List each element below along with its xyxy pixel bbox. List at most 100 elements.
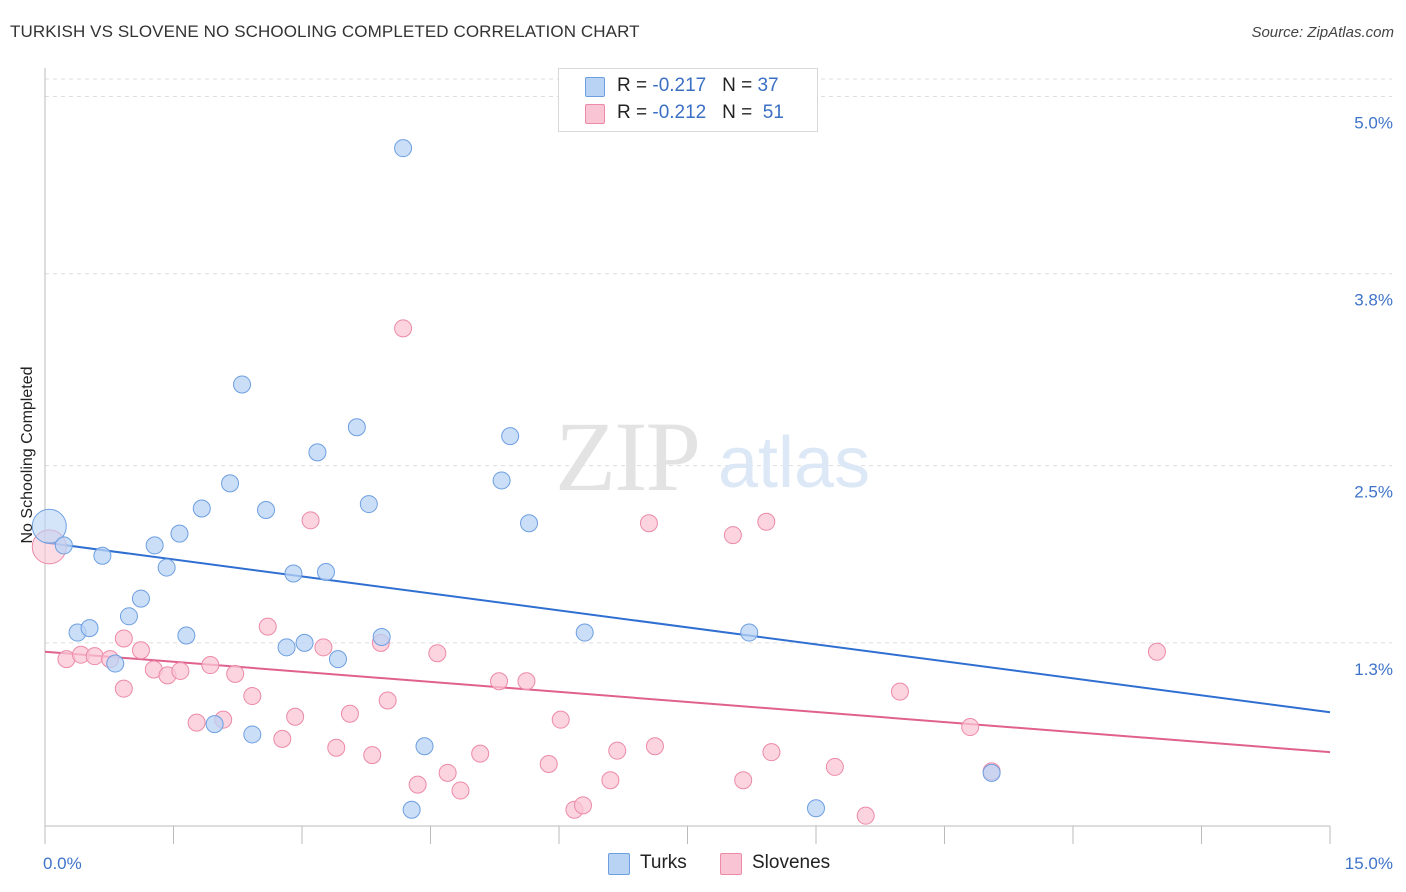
turks-point (982, 763, 1001, 782)
slovenes-point (273, 729, 292, 748)
turks-point (131, 589, 150, 608)
slovenes-point (451, 781, 470, 800)
slovenes-point (286, 707, 305, 726)
slovenes-point (856, 806, 875, 825)
turks-point (205, 715, 224, 734)
turks-legend-swatch (608, 853, 630, 875)
y-tick-label: 1.3% (1354, 660, 1393, 679)
slovenes-point (327, 738, 346, 757)
turks-point (119, 607, 138, 626)
slovenes-point (762, 743, 781, 762)
source-label: Source: ZipAtlas.com (1251, 24, 1394, 41)
turks-point (492, 471, 511, 490)
turks-point (807, 799, 825, 818)
turks-point (328, 650, 347, 669)
turks-point (233, 375, 252, 394)
slovenes-point (639, 514, 658, 533)
turks-point (402, 800, 421, 819)
grid-lines (45, 78, 1392, 644)
y-tick-label: 2.5% (1354, 483, 1393, 502)
turks-point (501, 427, 520, 446)
turks-point (277, 638, 296, 657)
x-tick-label: 0.0% (43, 854, 82, 873)
slovenes-point (85, 647, 104, 666)
turks-point (221, 474, 240, 493)
turks-point (54, 536, 73, 555)
slovenes-point (961, 718, 980, 737)
slovenes-point (539, 754, 558, 773)
chart-title: TURKISH VS SLOVENE NO SCHOOLING COMPLETE… (10, 22, 640, 41)
turks-point (295, 633, 314, 652)
slovenes-point (608, 741, 627, 760)
turks-point (740, 623, 759, 642)
turks-point (308, 443, 327, 462)
turks-point (157, 558, 176, 577)
slovenes-point (131, 641, 150, 660)
turks-trend-line (44, 541, 1331, 714)
turks-point (80, 619, 99, 638)
turks-point (106, 654, 125, 673)
slovenes-point (825, 757, 844, 776)
slovenes-point (301, 511, 320, 530)
x-tick-label: 15.0% (1345, 854, 1393, 873)
slovenes-point (438, 763, 457, 782)
watermark-zip: ZIP (555, 401, 699, 512)
turks-point (93, 546, 112, 565)
watermark-atlas: atlas (718, 423, 870, 503)
slovenes-point (378, 691, 397, 710)
y-tick-label: 3.8% (1354, 291, 1393, 310)
turks-point (170, 524, 189, 543)
slovenes-point (114, 679, 133, 698)
slovenes-point (890, 682, 909, 701)
legend-slovenes-text: R = -0.212 N = 51 (617, 102, 784, 123)
slovenes-point (734, 771, 753, 790)
turks-point (192, 499, 211, 518)
slovenes-point (243, 687, 262, 706)
slovenes-point (226, 664, 245, 683)
slovenes-point (363, 746, 382, 765)
turks-point (243, 725, 262, 744)
slovenes-point (171, 661, 190, 680)
legend: R = -0.217 N = 37 R = -0.212 N = 51 (558, 68, 818, 132)
slovenes-point (551, 710, 570, 729)
turks-point (394, 139, 413, 158)
turks-point (31, 508, 67, 544)
tick-labels: 1.3% 2.5% 3.8% 5.0% 0.0% 15.0% (43, 113, 1393, 873)
slovenes-point (1147, 642, 1166, 661)
trend-lines (44, 541, 1331, 754)
turks-point (347, 418, 366, 437)
turks-point (415, 737, 434, 756)
turks-legend-label: Turks (640, 852, 687, 873)
slovenes-point (757, 512, 776, 531)
slovenes-point (723, 526, 742, 545)
turks-point (359, 495, 378, 514)
turks-point (316, 563, 335, 581)
slovenes-point (258, 617, 277, 636)
turks-point (284, 564, 303, 583)
turks-point (145, 536, 164, 555)
turks-point (177, 626, 196, 645)
turks-point (575, 623, 594, 642)
turks-point (520, 514, 539, 533)
slovenes-legend-swatch (720, 853, 742, 875)
slovenes-point (573, 796, 592, 815)
slovenes-swatch (585, 104, 605, 124)
slovenes-point (114, 629, 133, 648)
legend-turks-text: R = -0.217 N = 37 (617, 75, 779, 96)
slovenes-point (394, 319, 413, 338)
slovenes-point (187, 713, 206, 732)
slovenes-point (340, 704, 359, 723)
axes (44, 68, 1331, 844)
slovenes-point (471, 744, 490, 763)
slovenes-legend-label: Slovenes (752, 852, 831, 873)
slovenes-point (201, 656, 220, 675)
data-points (31, 139, 1166, 825)
slovenes-point (428, 644, 447, 663)
turks-point (257, 500, 276, 519)
slovenes-point (408, 775, 427, 794)
slovenes-point (490, 672, 509, 691)
slovenes-trend-line (44, 650, 1331, 754)
turks-swatch (585, 77, 605, 97)
slovenes-point (601, 771, 620, 790)
